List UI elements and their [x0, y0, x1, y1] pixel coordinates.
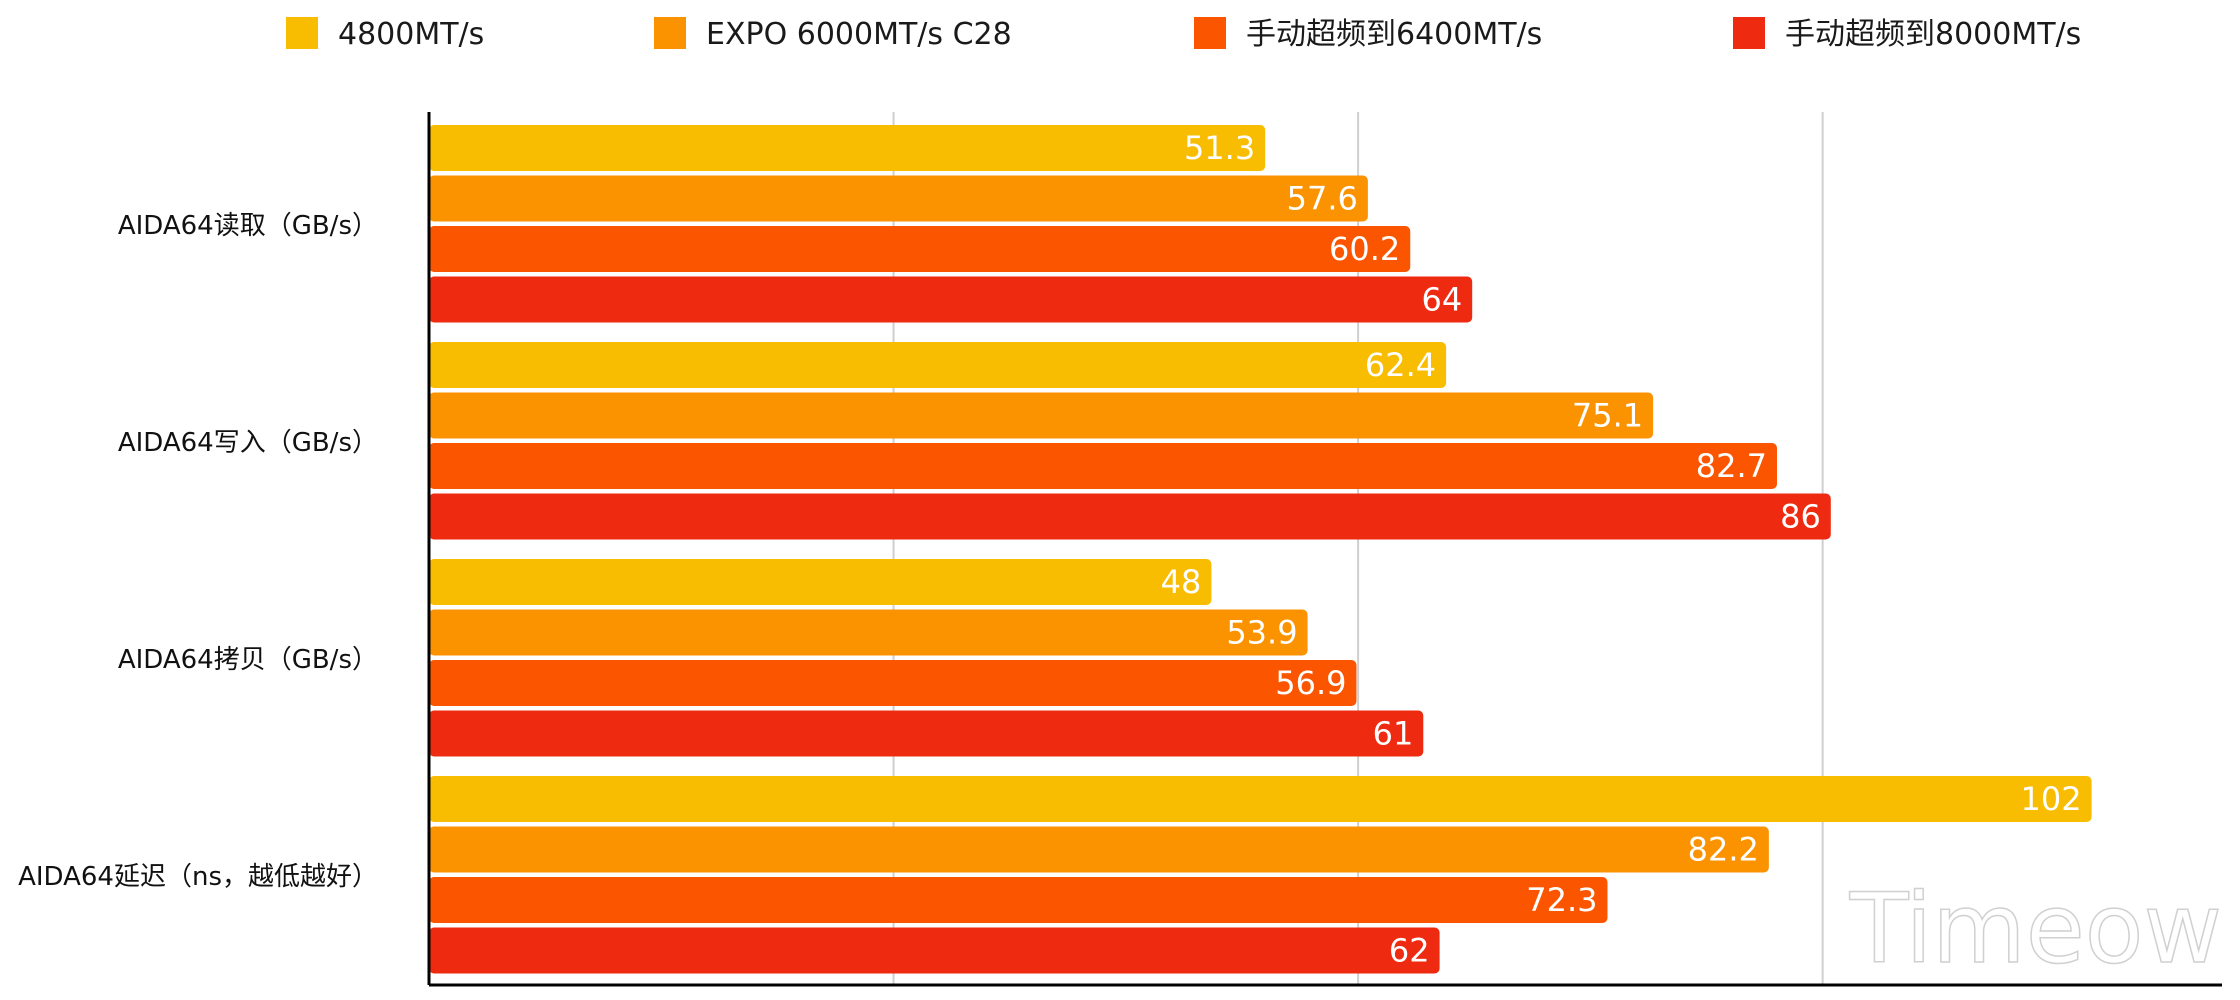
bar [429, 276, 1473, 323]
data-label: 72.3 [1526, 881, 1597, 919]
bar [429, 493, 1831, 540]
bar [429, 660, 1357, 706]
bar [429, 609, 1308, 656]
data-label: 86 [1780, 498, 1821, 536]
legend-label: 4800MT/s [338, 17, 484, 52]
data-label: 48 [1161, 563, 1202, 601]
data-label: 75.1 [1572, 397, 1643, 435]
legend: 4800MT/s EXPO 6000MT/s C28 手动超频到6400MT/s 手动… [286, 17, 2081, 52]
data-label: 51.3 [1184, 129, 1255, 167]
legend-swatch [286, 17, 318, 49]
data-label: 57.6 [1287, 180, 1358, 218]
legend-label: 手动超频到6400MT/s [1246, 17, 1542, 52]
bar [429, 877, 1608, 923]
data-label: 82.7 [1696, 447, 1767, 485]
legend-swatch [1194, 17, 1226, 49]
data-label: 62 [1389, 932, 1430, 970]
category-labels: AIDA64读取（GB/s） AIDA64写入（GB/s） AIDA64拷贝（GB/… [18, 211, 378, 892]
legend-label: 手动超频到8000MT/s [1785, 17, 2081, 52]
bar [429, 710, 1424, 757]
legend-swatch [1733, 17, 1765, 49]
category-label: AIDA64读取（GB/s） [118, 211, 378, 241]
bars: 51.3 57.6 60.2 64 62.4 75.1 82.7 86 48 53.9 56.9 61… [429, 125, 2092, 974]
data-label: 82.2 [1688, 831, 1759, 869]
bar [429, 776, 2092, 822]
data-label: 56.9 [1275, 664, 1346, 702]
bar [429, 443, 1778, 489]
watermark: Timeow [1849, 873, 2222, 985]
data-label: 62.4 [1365, 346, 1436, 384]
bar [429, 826, 1769, 873]
category-label: AIDA64拷贝（GB/s） [118, 645, 378, 675]
category-label: AIDA64延迟（ns，越低越好） [18, 862, 378, 892]
data-label: 60.2 [1329, 230, 1400, 268]
bar [429, 125, 1266, 171]
data-label: 61 [1373, 715, 1414, 753]
bar [429, 392, 1654, 439]
category-label: AIDA64写入（GB/s） [118, 428, 378, 458]
bar [429, 559, 1212, 605]
data-label: 64 [1421, 281, 1462, 319]
legend-label: EXPO 6000MT/s C28 [706, 17, 1012, 52]
bar [429, 175, 1368, 222]
data-label: 53.9 [1226, 614, 1297, 652]
bar [429, 927, 1440, 974]
legend-swatch [654, 17, 686, 49]
data-label: 102 [2021, 780, 2082, 818]
bar [429, 226, 1411, 272]
bar [429, 342, 1447, 388]
